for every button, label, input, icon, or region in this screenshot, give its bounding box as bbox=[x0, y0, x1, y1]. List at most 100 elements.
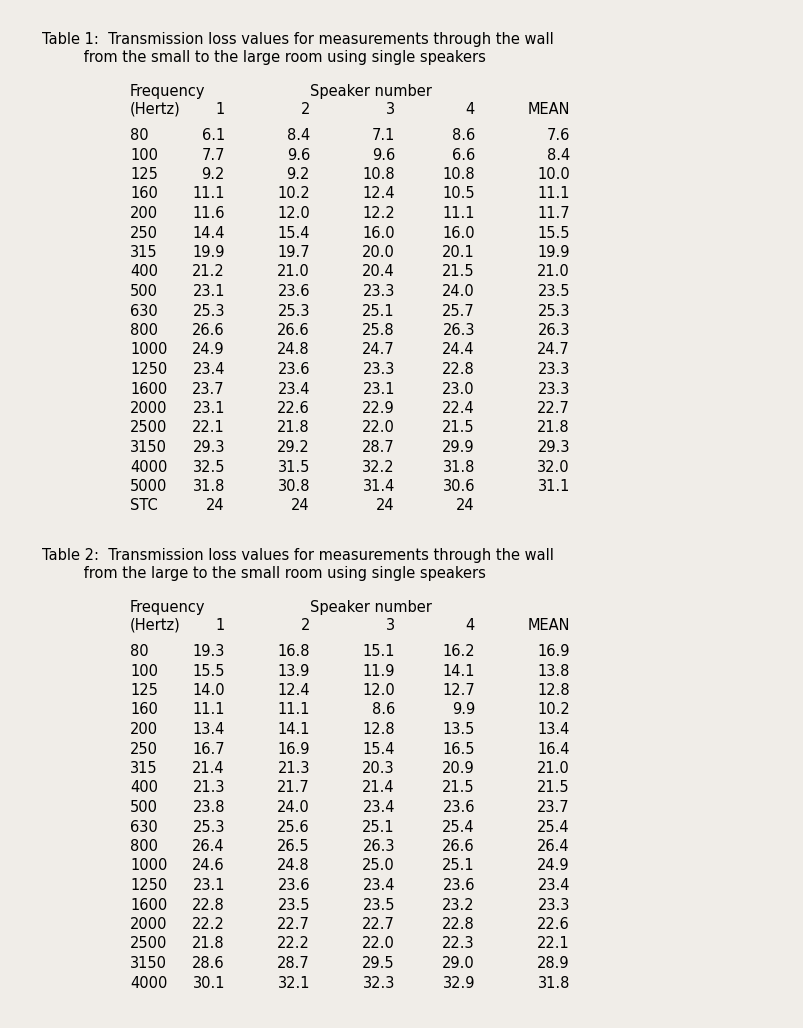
Text: 22.1: 22.1 bbox=[536, 937, 569, 952]
Text: 22.7: 22.7 bbox=[277, 917, 310, 932]
Text: 16.0: 16.0 bbox=[442, 225, 475, 241]
Text: 32.3: 32.3 bbox=[362, 976, 394, 991]
Text: 8.4: 8.4 bbox=[546, 147, 569, 162]
Text: 1: 1 bbox=[215, 102, 225, 117]
Text: 12.2: 12.2 bbox=[362, 206, 394, 221]
Text: 28.7: 28.7 bbox=[362, 440, 394, 455]
Text: 4000: 4000 bbox=[130, 460, 167, 475]
Text: 23.6: 23.6 bbox=[277, 878, 310, 893]
Text: 13.4: 13.4 bbox=[193, 722, 225, 737]
Text: 3: 3 bbox=[385, 102, 394, 117]
Text: 23.1: 23.1 bbox=[192, 878, 225, 893]
Text: 26.6: 26.6 bbox=[442, 839, 475, 854]
Text: 23.1: 23.1 bbox=[192, 284, 225, 299]
Text: 11.9: 11.9 bbox=[362, 663, 394, 678]
Text: 9.2: 9.2 bbox=[202, 167, 225, 182]
Text: 26.6: 26.6 bbox=[192, 323, 225, 338]
Text: 24: 24 bbox=[206, 499, 225, 514]
Text: 23.6: 23.6 bbox=[442, 878, 475, 893]
Text: 26.4: 26.4 bbox=[536, 839, 569, 854]
Text: 800: 800 bbox=[130, 323, 158, 338]
Text: 125: 125 bbox=[130, 683, 157, 698]
Text: 29.3: 29.3 bbox=[192, 440, 225, 455]
Text: 21.3: 21.3 bbox=[277, 761, 310, 776]
Text: 23.3: 23.3 bbox=[362, 362, 394, 377]
Text: 22.9: 22.9 bbox=[362, 401, 394, 416]
Text: 200: 200 bbox=[130, 206, 158, 221]
Text: 15.1: 15.1 bbox=[362, 644, 394, 659]
Text: 4: 4 bbox=[465, 102, 475, 117]
Text: 11.1: 11.1 bbox=[537, 186, 569, 201]
Text: 9.6: 9.6 bbox=[371, 147, 394, 162]
Text: 23.3: 23.3 bbox=[537, 362, 569, 377]
Text: STC: STC bbox=[130, 499, 157, 514]
Text: 160: 160 bbox=[130, 186, 157, 201]
Text: 100: 100 bbox=[130, 147, 158, 162]
Text: 16.8: 16.8 bbox=[277, 644, 310, 659]
Text: 28.6: 28.6 bbox=[192, 956, 225, 971]
Text: 12.4: 12.4 bbox=[277, 683, 310, 698]
Text: 14.1: 14.1 bbox=[277, 722, 310, 737]
Text: 20.9: 20.9 bbox=[442, 761, 475, 776]
Text: 2: 2 bbox=[300, 102, 310, 117]
Text: 19.7: 19.7 bbox=[277, 245, 310, 260]
Text: 24: 24 bbox=[456, 499, 475, 514]
Text: 6.6: 6.6 bbox=[451, 147, 475, 162]
Text: 12.8: 12.8 bbox=[536, 683, 569, 698]
Text: 16.5: 16.5 bbox=[442, 741, 475, 757]
Text: 315: 315 bbox=[130, 761, 157, 776]
Text: 32.0: 32.0 bbox=[536, 460, 569, 475]
Text: 21.4: 21.4 bbox=[362, 780, 394, 796]
Text: 13.8: 13.8 bbox=[537, 663, 569, 678]
Text: 12.0: 12.0 bbox=[362, 683, 394, 698]
Text: 23.3: 23.3 bbox=[537, 897, 569, 913]
Text: 21.7: 21.7 bbox=[277, 780, 310, 796]
Text: Speaker number: Speaker number bbox=[310, 84, 431, 99]
Text: 22.8: 22.8 bbox=[442, 362, 475, 377]
Text: 20.1: 20.1 bbox=[442, 245, 475, 260]
Text: 21.5: 21.5 bbox=[442, 264, 475, 280]
Text: 15.4: 15.4 bbox=[277, 225, 310, 241]
Text: 29.9: 29.9 bbox=[442, 440, 475, 455]
Text: 32.5: 32.5 bbox=[192, 460, 225, 475]
Text: 3150: 3150 bbox=[130, 956, 167, 971]
Text: 5000: 5000 bbox=[130, 479, 167, 494]
Text: 31.8: 31.8 bbox=[193, 479, 225, 494]
Text: 10.2: 10.2 bbox=[277, 186, 310, 201]
Text: 7.6: 7.6 bbox=[546, 128, 569, 143]
Text: from the large to the small room using single speakers: from the large to the small room using s… bbox=[42, 566, 485, 581]
Text: 315: 315 bbox=[130, 245, 157, 260]
Text: 7.7: 7.7 bbox=[202, 147, 225, 162]
Text: 25.1: 25.1 bbox=[442, 858, 475, 874]
Text: 13.9: 13.9 bbox=[277, 663, 310, 678]
Text: 21.0: 21.0 bbox=[536, 761, 569, 776]
Text: Table 1:  Transmission loss values for measurements through the wall: Table 1: Transmission loss values for me… bbox=[42, 32, 553, 47]
Text: 21.5: 21.5 bbox=[442, 420, 475, 436]
Text: 29.5: 29.5 bbox=[362, 956, 394, 971]
Text: 400: 400 bbox=[130, 264, 158, 280]
Text: 24.0: 24.0 bbox=[442, 284, 475, 299]
Text: 500: 500 bbox=[130, 800, 158, 815]
Text: 22.6: 22.6 bbox=[277, 401, 310, 416]
Text: 11.1: 11.1 bbox=[192, 186, 225, 201]
Text: 25.4: 25.4 bbox=[442, 819, 475, 835]
Text: 1600: 1600 bbox=[130, 897, 167, 913]
Text: 630: 630 bbox=[130, 819, 157, 835]
Text: 23.6: 23.6 bbox=[277, 362, 310, 377]
Text: 23.8: 23.8 bbox=[192, 800, 225, 815]
Text: 1000: 1000 bbox=[130, 858, 167, 874]
Text: 26.5: 26.5 bbox=[277, 839, 310, 854]
Text: 19.9: 19.9 bbox=[537, 245, 569, 260]
Text: 23.4: 23.4 bbox=[537, 878, 569, 893]
Text: 4000: 4000 bbox=[130, 976, 167, 991]
Text: 24.9: 24.9 bbox=[192, 342, 225, 358]
Text: 4: 4 bbox=[465, 618, 475, 633]
Text: 23.5: 23.5 bbox=[362, 897, 394, 913]
Text: 500: 500 bbox=[130, 284, 158, 299]
Text: 25.0: 25.0 bbox=[362, 858, 394, 874]
Text: 22.0: 22.0 bbox=[361, 420, 394, 436]
Text: 23.4: 23.4 bbox=[362, 800, 394, 815]
Text: 10.8: 10.8 bbox=[362, 167, 394, 182]
Text: 23.4: 23.4 bbox=[192, 362, 225, 377]
Text: 80: 80 bbox=[130, 128, 149, 143]
